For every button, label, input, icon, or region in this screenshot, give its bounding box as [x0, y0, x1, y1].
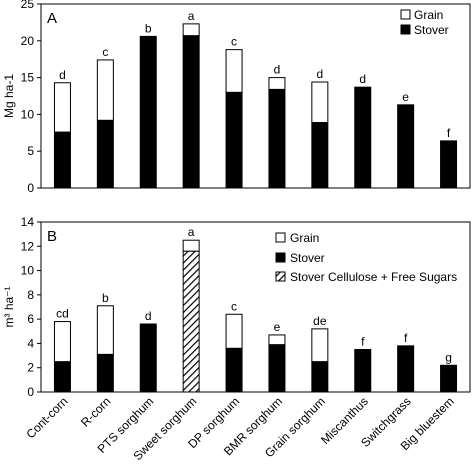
bar-a-stover-9 — [440, 140, 458, 189]
bar-a-stover-7 — [354, 86, 372, 189]
significance-letter-a-4: c — [231, 35, 237, 49]
bar-b-grain-6 — [311, 328, 329, 363]
significance-letter-b-6: de — [313, 314, 327, 328]
bar-a-grain-1 — [96, 59, 114, 121]
significance-letter-a-3: a — [188, 9, 195, 23]
significance-letter-b-4: c — [231, 299, 237, 313]
panel-a-legend: Grain Stover — [400, 8, 449, 37]
significance-letter-a-2: b — [145, 21, 152, 35]
panel-b: B m³ ha⁻¹ 0 2 4 6 8 10 12 14 cd b d a c e de f f g Grain… — [2, 215, 471, 399]
y-tick-label: 4 — [27, 336, 34, 350]
y-tick-label: 15 — [21, 71, 35, 85]
bar-b-stover-8 — [397, 345, 415, 393]
bar-a-grain-3 — [182, 23, 200, 37]
significance-letter-b-0: cd — [56, 307, 69, 321]
bar-a-stover-3 — [182, 35, 200, 189]
y-tick-label: 5 — [27, 144, 34, 158]
bar-b-grain-0 — [53, 321, 71, 363]
panel-a: A Mg ha-1 0 5 10 15 20 25 d c b a c d d d e f Grain St… — [2, 0, 471, 195]
y-tick-label: 25 — [21, 0, 35, 11]
panel-b-label: B — [47, 228, 57, 245]
y-tick-label: 0 — [27, 181, 34, 195]
significance-letter-a-6: d — [317, 67, 324, 81]
significance-letter-b-2: d — [145, 309, 152, 323]
bar-b-stover-4 — [225, 347, 243, 393]
bar-b-grain-4 — [225, 313, 243, 349]
bar-a-stover-6 — [311, 121, 329, 189]
x-tick-label-0: Cont-corn — [23, 394, 70, 441]
y-tick-label: 6 — [27, 312, 34, 326]
legend-b-grain-label: Grain — [290, 231, 319, 245]
panel-a-label: A — [47, 10, 57, 27]
panel-a-ylabel: Mg ha-1 — [2, 74, 16, 118]
significance-letter-a-5: d — [274, 63, 281, 77]
bar-a-grain-4 — [225, 49, 243, 93]
panel-a-significance-letters: d c b a c d d d e f — [59, 9, 451, 140]
legend-b-stover-label: Stover — [290, 251, 325, 265]
bar-a-stover-5 — [268, 88, 286, 189]
bar-b-stover-1 — [96, 353, 114, 393]
bar-b-stover-cellulose-free-sugars-3 — [182, 250, 200, 393]
significance-letter-b-9: g — [445, 350, 452, 364]
panel-a-frame — [40, 3, 471, 189]
bar-a-grain-0 — [53, 82, 71, 133]
bar-a-stover-1 — [96, 119, 114, 189]
bar-a-stover-8 — [397, 104, 415, 189]
significance-letter-a-1: c — [102, 45, 108, 59]
significance-letter-a-7: d — [359, 72, 366, 86]
bar-a-stover-2 — [139, 35, 157, 189]
significance-letter-a-8: e — [402, 90, 409, 104]
bar-b-stover-9 — [440, 364, 458, 393]
legend-b-cellulose-label: Stover Cellulose + Free Sugars — [290, 270, 457, 284]
legend-a-grain-label: Grain — [414, 8, 443, 22]
significance-letter-a-0: d — [59, 68, 66, 82]
panel-b-bars — [53, 239, 458, 393]
bar-b-stover-0 — [53, 361, 71, 393]
bar-a-grain-6 — [311, 81, 329, 123]
bar-b-grain-5 — [268, 334, 286, 346]
y-tick-label: 8 — [27, 288, 34, 302]
significance-letter-b-8: f — [404, 331, 408, 345]
y-tick-label: 14 — [21, 215, 35, 229]
panel-b-legend: Grain Stover Stover Cellulose + Free Sug… — [275, 231, 457, 284]
y-tick-label: 2 — [27, 361, 34, 375]
legend-a-stover-swatch — [400, 24, 411, 35]
bar-b-stover-7 — [354, 349, 372, 393]
panel-b-frame — [40, 221, 471, 393]
significance-letter-b-5: e — [274, 320, 281, 334]
bar-b-grain-1 — [96, 305, 114, 355]
y-tick-label: 10 — [21, 107, 35, 121]
significance-letter-b-1: b — [102, 291, 109, 305]
y-tick-label: 0 — [27, 385, 34, 399]
panel-a-bars — [53, 23, 458, 189]
panel-b-y-axis: 0 2 4 6 8 10 12 14 — [21, 215, 41, 399]
significance-letter-b-7: f — [361, 335, 365, 349]
bar-b-grain-3 — [182, 239, 200, 252]
bar-b-stover-5 — [268, 344, 286, 393]
legend-b-grain-swatch — [275, 232, 286, 243]
bar-b-stover-6 — [311, 361, 329, 393]
y-tick-label: 12 — [21, 239, 35, 253]
legend-b-cellulose-swatch — [275, 271, 286, 282]
bar-b-stover-2 — [139, 323, 157, 393]
significance-letter-a-9: f — [447, 126, 451, 140]
legend-a-stover-label: Stover — [414, 23, 449, 37]
y-tick-label: 10 — [21, 264, 35, 278]
significance-letter-b-3: a — [188, 225, 195, 239]
x-tick-label-1: R-corn — [78, 394, 113, 429]
panel-a-y-axis: 0 5 10 15 20 25 — [21, 0, 41, 195]
bar-a-stover-0 — [53, 131, 71, 189]
legend-b-stover-swatch — [275, 252, 286, 263]
bar-a-grain-5 — [268, 77, 286, 90]
bar-a-stover-4 — [225, 91, 243, 189]
panel-b-significance-letters: cd b d a c e de f f g — [56, 225, 452, 364]
panel-b-ylabel: m³ ha⁻¹ — [2, 286, 16, 327]
y-tick-label: 20 — [21, 34, 35, 48]
legend-a-grain-swatch — [400, 9, 411, 20]
